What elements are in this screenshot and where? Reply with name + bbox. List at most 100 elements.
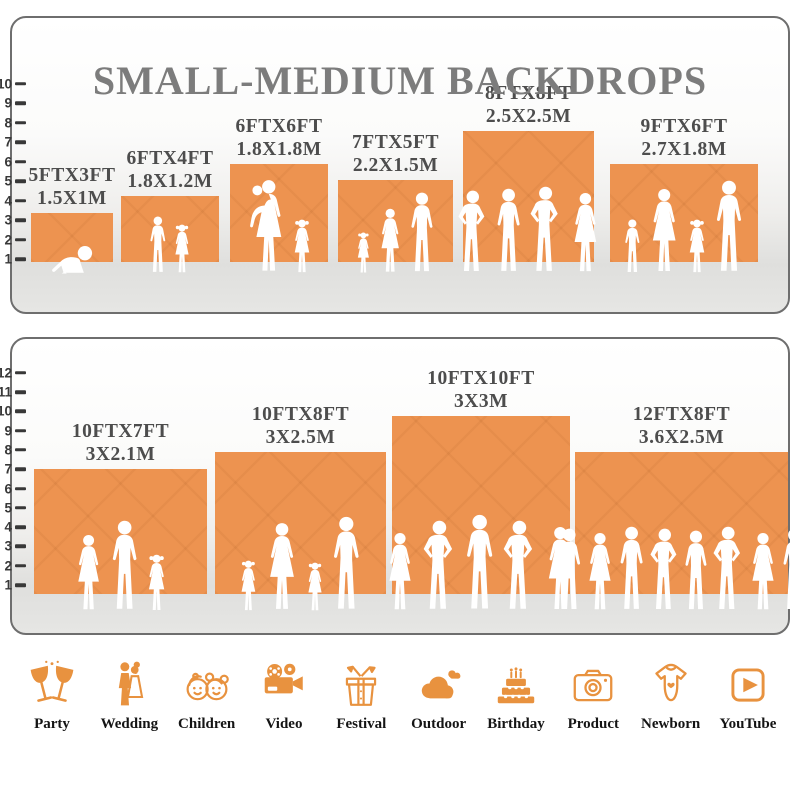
backdrop-10ftx7ft: 10FTX7FT 3X2.1M: [34, 421, 207, 594]
ruler-label: 12: [0, 365, 12, 381]
people-silhouettes: [463, 186, 594, 274]
category-label: Wedding: [100, 716, 159, 732]
man-posing-silhouette: [648, 528, 682, 612]
ruler-label: 2: [4, 558, 12, 574]
people-silhouettes: [610, 180, 758, 274]
backdrop-12ftx8ft: 12FTX8FT 3.6X2.5M: [575, 404, 788, 594]
people-silhouettes: [575, 526, 788, 612]
category-label: Festival: [336, 716, 387, 732]
man-silhouette: [408, 192, 436, 274]
party-glasses-icon: [27, 660, 77, 710]
man-silhouette: [109, 520, 140, 612]
size-m-text: 1.5X1M: [37, 188, 107, 209]
ruler-tick: [15, 140, 26, 144]
size-m-text: 2.7X1.8M: [641, 139, 727, 160]
boy-silhouette: [623, 219, 642, 274]
category-youtube: YouTube: [712, 660, 784, 733]
man-silhouette: [494, 188, 523, 274]
ruler-label: 4: [4, 193, 12, 208]
size-ft-text: 10FTX10FT: [427, 368, 535, 389]
category-label: Video: [265, 716, 303, 732]
people-silhouettes: [215, 516, 386, 612]
backdrop-size-label: 12FTX8FT 3.6X2.5M: [633, 403, 730, 449]
children-faces-icon: [182, 660, 232, 710]
ruler-label: 1: [4, 251, 12, 267]
category-label: Birthday: [487, 716, 545, 732]
small-backdrops-panel: SMALL-MEDIUM BACKDROPS 1 2 3 4 5 6 7 8 9 10 5FTX3F…: [0, 16, 790, 314]
woman-holding-baby-silhouette: [245, 179, 287, 274]
size-ft-text: 6FTX4FT: [126, 148, 214, 169]
youtube-play-icon: [723, 660, 773, 710]
ruler-label: 3: [4, 212, 12, 228]
man-posing-silhouette: [421, 520, 458, 612]
girl-silhouette: [305, 562, 325, 612]
backdrop-size-label: 8FTX8FT 2.5X2.5M: [485, 82, 572, 128]
page-title: SMALL-MEDIUM BACKDROPS: [92, 57, 708, 103]
woman-silhouette: [647, 188, 681, 274]
newborn-onesie-icon: [646, 660, 696, 710]
ruler-tick: [15, 370, 26, 375]
category-label: Product: [567, 716, 619, 732]
ruler-label: 8: [4, 442, 12, 458]
ruler-tick: [15, 428, 26, 433]
woman-silhouette: [747, 532, 779, 612]
size-ft-text: 6FTX6FT: [235, 116, 323, 137]
backdrop-6ftx6ft: 6FTX6FT 1.8X1.8M: [230, 116, 328, 262]
ruler-label: 10: [0, 76, 12, 91]
backdrop-6ftx4ft: 6FTX4FT 1.8X1.2M: [121, 148, 219, 262]
size-m-text: 3X3M: [453, 391, 508, 412]
category-outdoor: Outdoor: [403, 660, 475, 733]
man-posing-silhouette: [456, 190, 490, 274]
woman-silhouette: [73, 534, 104, 612]
girl-silhouette: [172, 224, 192, 274]
size-m-text: 3X2.5M: [265, 427, 336, 448]
ruler-tick: [15, 563, 26, 568]
ruler-tick: [15, 198, 26, 203]
people-silhouettes: [34, 520, 207, 612]
festival-gift-icon: [336, 660, 386, 710]
ruler-tick: [15, 486, 26, 491]
man-silhouette: [780, 528, 800, 612]
size-ft-text: 7FTX5FT: [352, 132, 439, 153]
people-silhouettes: [230, 179, 328, 274]
backdrop-size-label: 10FTX10FT 3X3M: [427, 367, 534, 413]
ruler-tick: [15, 506, 26, 510]
ruler-label: 2: [4, 232, 12, 247]
people-silhouettes: [392, 514, 570, 612]
woman-silhouette: [264, 522, 300, 612]
ruler-tick: [15, 467, 26, 471]
man-silhouette: [463, 514, 496, 612]
medium-backdrops-panel: 1 2 3 4 5 6 7 8 9 10 11 12 10FTX7FT 3X2.1M 10FTX8FT 3X2…: [0, 337, 790, 635]
backdrop-size-label: 9FTX6FT 2.7X1.8M: [641, 115, 728, 161]
backdrop-8ftx8ft: 8FTX8FT 2.5X2.5M: [463, 83, 594, 262]
category-label: Party: [34, 716, 70, 732]
ruler-tick: [15, 237, 26, 242]
ruler-label: 11: [0, 384, 12, 400]
ruler-tick: [15, 159, 26, 164]
size-m-text: 1.8X1.8M: [236, 139, 322, 160]
people-silhouettes: [31, 244, 113, 274]
ruler-label: 4: [4, 519, 12, 535]
backdrop-size-label: 5FTX3FT 1.5X1M: [29, 164, 116, 210]
girl-silhouette: [355, 232, 372, 274]
category-party: Party: [16, 660, 88, 733]
ruler-label: 5: [4, 173, 12, 189]
size-m-text: 3X2.1M: [85, 444, 156, 465]
category-birthday: Birthday: [480, 660, 552, 733]
ruler-tick: [15, 525, 26, 529]
wedding-couple-icon: [104, 660, 154, 710]
category-product: Product: [557, 660, 629, 733]
ruler-label: 1: [4, 577, 12, 593]
category-festival: Festival: [325, 660, 397, 733]
girl-silhouette: [291, 219, 313, 274]
man-posing-silhouette: [528, 186, 563, 274]
woman-silhouette: [584, 532, 616, 612]
ruler-label: 7: [4, 461, 12, 477]
girl-silhouette: [145, 554, 168, 612]
ruler-tick: [15, 448, 26, 452]
man-silhouette: [713, 180, 745, 274]
ruler-label: 10: [0, 403, 12, 419]
ruler-tick: [15, 101, 26, 105]
size-ft-text: 5FTX3FT: [28, 165, 116, 186]
